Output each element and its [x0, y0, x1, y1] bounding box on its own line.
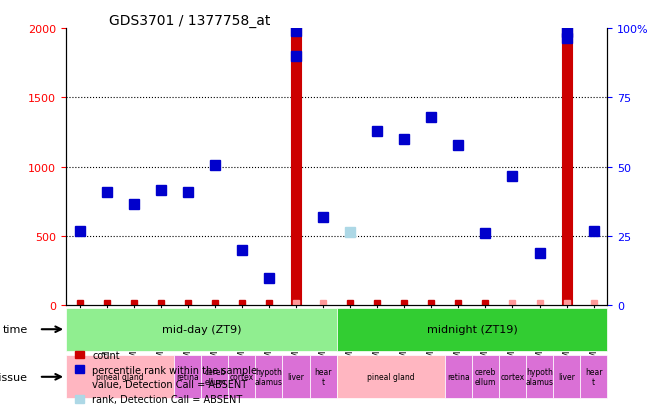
Text: pineal gland: pineal gland — [96, 373, 144, 381]
Text: hear
t: hear t — [585, 367, 603, 387]
FancyBboxPatch shape — [228, 356, 255, 398]
FancyBboxPatch shape — [499, 356, 526, 398]
Text: time: time — [3, 325, 28, 335]
FancyBboxPatch shape — [472, 356, 499, 398]
Text: cortex: cortex — [500, 373, 525, 381]
FancyBboxPatch shape — [553, 356, 580, 398]
Text: cereb
ellum: cereb ellum — [204, 367, 226, 387]
Legend: count, percentile rank within the sample, value, Detection Call = ABSENT, rank, : count, percentile rank within the sample… — [71, 346, 261, 408]
Text: pineal gland: pineal gland — [367, 373, 414, 381]
Text: retina: retina — [176, 373, 199, 381]
FancyBboxPatch shape — [310, 356, 337, 398]
FancyBboxPatch shape — [337, 356, 445, 398]
Text: hypoth
alamus: hypoth alamus — [255, 367, 283, 387]
FancyBboxPatch shape — [526, 356, 553, 398]
Text: hear
t: hear t — [314, 367, 332, 387]
Text: mid-day (ZT9): mid-day (ZT9) — [162, 325, 241, 335]
Text: cereb
ellum: cereb ellum — [475, 367, 496, 387]
FancyBboxPatch shape — [174, 356, 201, 398]
FancyBboxPatch shape — [580, 356, 607, 398]
FancyBboxPatch shape — [445, 356, 472, 398]
FancyBboxPatch shape — [66, 308, 337, 351]
FancyBboxPatch shape — [201, 356, 228, 398]
Text: tissue: tissue — [0, 372, 28, 382]
Text: cortex: cortex — [230, 373, 254, 381]
FancyBboxPatch shape — [255, 356, 282, 398]
Text: GDS3701 / 1377758_at: GDS3701 / 1377758_at — [110, 14, 271, 28]
Text: liver: liver — [288, 373, 304, 381]
FancyBboxPatch shape — [337, 308, 607, 351]
Text: retina: retina — [447, 373, 470, 381]
Text: midnight (ZT19): midnight (ZT19) — [426, 325, 517, 335]
Text: liver: liver — [558, 373, 575, 381]
FancyBboxPatch shape — [282, 356, 310, 398]
Text: hypoth
alamus: hypoth alamus — [525, 367, 554, 387]
FancyBboxPatch shape — [66, 356, 174, 398]
